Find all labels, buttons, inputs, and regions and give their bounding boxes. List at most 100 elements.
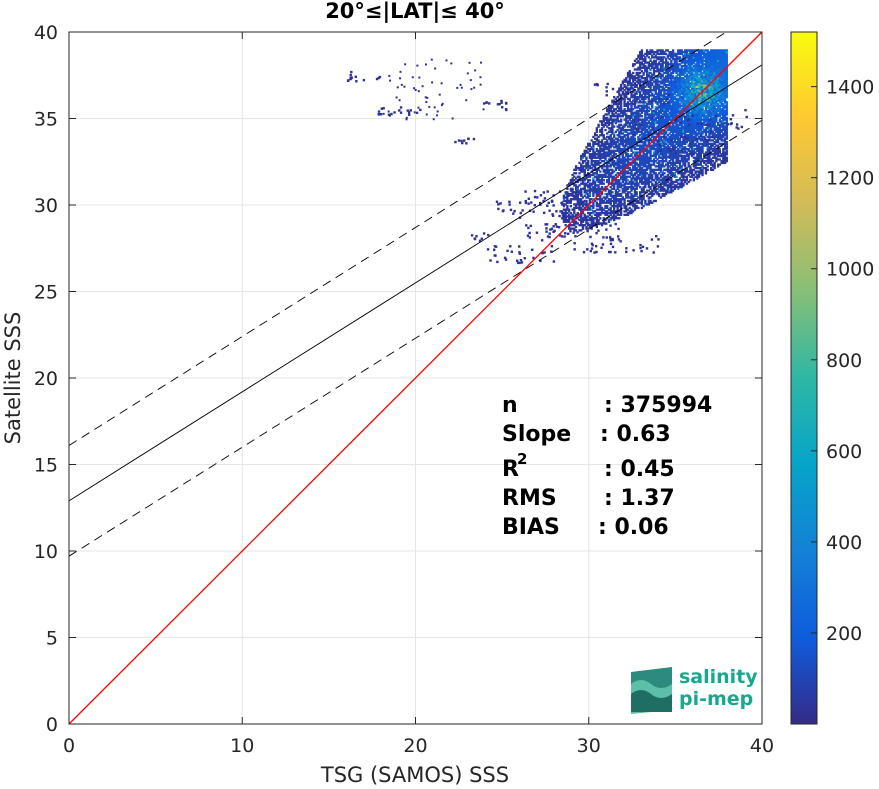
density-cell — [701, 75, 704, 78]
density-cell — [668, 170, 671, 173]
density-cell — [618, 156, 621, 159]
density-cell — [609, 121, 612, 125]
density-cell — [649, 76, 652, 80]
density-cell — [685, 75, 689, 78]
density-cell — [616, 139, 619, 142]
density-cell — [692, 163, 696, 166]
density-cell — [638, 160, 642, 163]
density-cell — [696, 61, 699, 64]
density-cell — [628, 161, 631, 165]
density-cell — [690, 92, 694, 95]
density-cell — [684, 64, 687, 68]
density-cell — [697, 68, 701, 71]
density-cell — [619, 211, 623, 215]
density-cell — [587, 166, 590, 170]
density-cell — [715, 52, 718, 56]
density-cell — [580, 218, 583, 222]
density-cell — [590, 160, 593, 163]
density-cell — [599, 156, 602, 159]
density-cell — [644, 156, 647, 159]
density-cell — [604, 192, 607, 196]
density-cell — [677, 137, 680, 140]
density-cell — [720, 160, 723, 163]
density-cell — [678, 78, 682, 82]
density-cell — [640, 134, 644, 137]
density-cell — [647, 100, 650, 103]
density-cell — [689, 165, 692, 168]
density-cell — [668, 116, 671, 120]
density-cell — [595, 149, 599, 152]
density-cell — [638, 137, 642, 140]
density-cell — [651, 121, 654, 125]
density-cell — [590, 182, 593, 185]
density-cell — [722, 142, 725, 146]
density-cell — [678, 182, 682, 185]
density-cell — [697, 54, 701, 57]
density-cell — [692, 68, 696, 71]
density-cell — [613, 113, 616, 116]
density-cell — [689, 73, 692, 76]
density-cell — [592, 220, 595, 223]
density-cell — [640, 104, 644, 107]
density-cell — [692, 73, 696, 76]
density-cell — [670, 170, 673, 173]
density-cell — [637, 56, 640, 59]
density-cell — [625, 115, 628, 118]
density-cell — [573, 224, 576, 227]
density-cell — [716, 78, 720, 82]
density-cell — [592, 180, 595, 184]
density-cell — [711, 51, 715, 54]
density-cell — [619, 184, 623, 187]
density-cell — [684, 92, 687, 95]
density-cell — [638, 147, 642, 151]
density-cell — [696, 92, 699, 95]
density-cell — [710, 89, 713, 92]
density-cell — [682, 76, 685, 80]
density-cell — [585, 225, 588, 229]
density-cell — [684, 154, 687, 158]
density-cell — [613, 213, 616, 216]
density-cell — [592, 187, 595, 191]
density-cell — [699, 146, 702, 149]
density-cell — [689, 146, 692, 149]
density-cell — [599, 213, 602, 216]
density-cell — [711, 97, 715, 101]
density-cell — [694, 106, 697, 109]
density-cell — [611, 142, 614, 146]
density-cell — [664, 120, 668, 123]
density-cell — [559, 210, 562, 213]
density-cell — [666, 92, 670, 95]
density-cell — [671, 115, 675, 118]
density-cell — [703, 140, 706, 144]
density-cell — [694, 135, 697, 139]
density-cell — [682, 160, 685, 163]
density-cell — [644, 149, 647, 152]
density-cell — [701, 51, 704, 54]
density-cell — [633, 137, 637, 140]
density-cell — [654, 63, 657, 66]
density-cell — [656, 83, 659, 87]
density-cell — [708, 153, 711, 156]
density-cell — [595, 220, 599, 223]
density-cell — [708, 134, 711, 137]
density-cell — [716, 56, 720, 59]
density-cell — [666, 184, 670, 187]
density-cell — [644, 106, 647, 109]
density-cell — [722, 108, 725, 111]
density-cell — [671, 99, 675, 102]
density-cell — [619, 128, 623, 132]
density-cell — [680, 96, 683, 99]
density-cell — [632, 210, 635, 213]
density-cell — [699, 66, 702, 69]
density-cell — [689, 54, 692, 57]
density-cell — [716, 106, 720, 109]
density-cell — [638, 125, 642, 128]
density-cell — [606, 205, 609, 208]
density-cell — [677, 90, 680, 94]
density-cell — [701, 118, 704, 121]
density-cell — [668, 161, 671, 165]
density-cell — [630, 170, 633, 173]
density-cell — [619, 111, 623, 114]
density-cell — [684, 151, 687, 154]
density-cell — [623, 123, 626, 127]
